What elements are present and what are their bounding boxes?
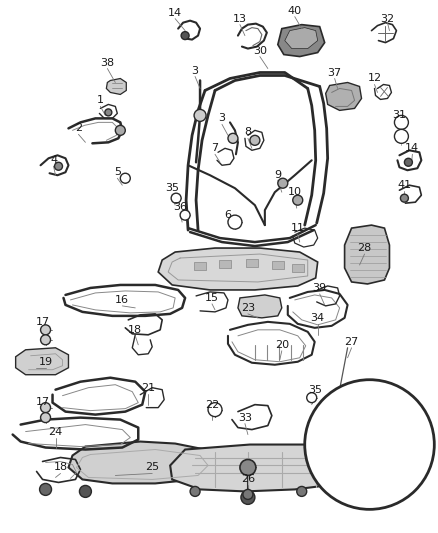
Text: 30: 30 [253, 45, 267, 55]
Text: 35: 35 [308, 385, 321, 394]
Circle shape [241, 490, 255, 504]
Polygon shape [219, 260, 231, 268]
Text: 5: 5 [114, 167, 121, 177]
Text: 33: 33 [238, 413, 252, 423]
Text: 18: 18 [128, 325, 142, 335]
Circle shape [41, 325, 50, 335]
Circle shape [395, 130, 408, 143]
Circle shape [377, 437, 392, 453]
Text: 12: 12 [367, 74, 381, 84]
Circle shape [400, 194, 408, 202]
Polygon shape [292, 264, 304, 272]
Circle shape [297, 487, 307, 496]
Text: 10: 10 [288, 187, 302, 197]
Text: 1: 1 [97, 95, 104, 106]
Text: 7: 7 [212, 143, 219, 154]
Text: 38: 38 [100, 58, 114, 68]
Polygon shape [345, 225, 389, 284]
Circle shape [228, 133, 238, 143]
Text: 23: 23 [241, 303, 255, 313]
Polygon shape [16, 348, 68, 375]
Text: 6: 6 [224, 210, 231, 220]
Text: 27: 27 [344, 337, 359, 347]
Circle shape [350, 451, 366, 467]
Text: 16: 16 [115, 295, 129, 305]
Text: 41: 41 [397, 180, 411, 190]
Circle shape [395, 116, 408, 130]
Polygon shape [278, 25, 325, 56]
Circle shape [250, 135, 260, 146]
Circle shape [120, 173, 130, 183]
Text: 42: 42 [360, 440, 374, 449]
Text: 35: 35 [165, 183, 179, 193]
Circle shape [54, 162, 63, 170]
Polygon shape [68, 441, 215, 483]
Text: 22: 22 [205, 400, 219, 410]
Text: 13: 13 [233, 14, 247, 23]
Text: 18: 18 [53, 463, 67, 472]
Text: 9: 9 [274, 170, 281, 180]
Polygon shape [194, 262, 206, 270]
Circle shape [190, 487, 200, 496]
Circle shape [79, 486, 92, 497]
Polygon shape [238, 295, 282, 318]
Text: 14: 14 [405, 143, 420, 154]
Polygon shape [158, 248, 318, 290]
Text: 8: 8 [244, 127, 251, 138]
Text: 11: 11 [291, 223, 305, 233]
Circle shape [105, 109, 112, 116]
Text: 4: 4 [50, 155, 57, 165]
Circle shape [194, 109, 206, 122]
Circle shape [181, 31, 189, 39]
Polygon shape [272, 261, 284, 269]
Text: 37: 37 [328, 68, 342, 77]
Circle shape [243, 489, 253, 499]
Circle shape [171, 193, 181, 203]
Text: 14: 14 [168, 7, 182, 18]
Circle shape [240, 459, 256, 475]
Circle shape [307, 393, 317, 402]
Polygon shape [106, 78, 126, 94]
Circle shape [39, 483, 52, 495]
Text: 26: 26 [241, 474, 255, 484]
Text: 40: 40 [288, 6, 302, 15]
Circle shape [324, 433, 339, 449]
Circle shape [293, 195, 303, 205]
Polygon shape [326, 83, 361, 110]
Text: 3: 3 [219, 114, 226, 123]
Text: 2: 2 [75, 123, 82, 133]
Text: 15: 15 [205, 293, 219, 303]
Circle shape [41, 402, 50, 413]
Polygon shape [246, 259, 258, 267]
Text: 21: 21 [141, 383, 155, 393]
Circle shape [41, 335, 50, 345]
Text: 36: 36 [173, 202, 187, 212]
Text: 17: 17 [35, 397, 49, 407]
Text: 20: 20 [275, 340, 289, 350]
Circle shape [404, 158, 413, 166]
Circle shape [115, 125, 125, 135]
Text: 17: 17 [35, 317, 49, 327]
Text: 34: 34 [311, 313, 325, 323]
Text: 3: 3 [191, 66, 198, 76]
Text: 25: 25 [145, 463, 159, 472]
Polygon shape [170, 445, 355, 491]
Text: 32: 32 [380, 14, 395, 23]
Polygon shape [285, 28, 318, 49]
Circle shape [41, 413, 50, 423]
Text: 19: 19 [39, 357, 53, 367]
Circle shape [208, 402, 222, 417]
Circle shape [180, 210, 190, 220]
Text: 24: 24 [48, 426, 63, 437]
Text: 31: 31 [392, 110, 406, 120]
Circle shape [228, 215, 242, 229]
Text: 28: 28 [357, 243, 372, 253]
Circle shape [305, 379, 434, 510]
Text: 39: 39 [313, 283, 327, 293]
Circle shape [278, 178, 288, 188]
